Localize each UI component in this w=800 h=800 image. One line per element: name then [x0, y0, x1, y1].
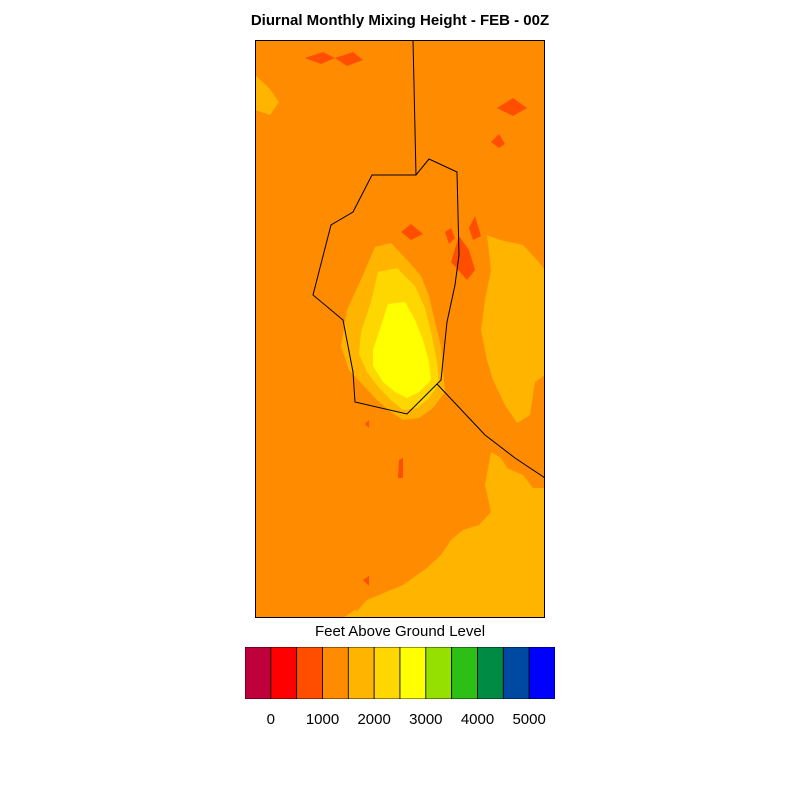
colorbar-swatch	[502, 647, 530, 699]
contour-map	[255, 40, 545, 618]
colorbar-tick-label: 2000	[357, 711, 391, 728]
amber-region-east	[481, 235, 545, 423]
colorbar	[245, 647, 555, 699]
colorbar-tick-label: 4000	[460, 711, 495, 728]
colorbar-swatch	[373, 647, 401, 699]
amber-region-topleft	[255, 75, 279, 115]
colorbar-swatch	[322, 647, 349, 699]
colorbar-swatch	[425, 647, 453, 699]
colorbar-swatch	[347, 647, 375, 699]
amber-region-southeast	[351, 452, 545, 618]
boundary-lines	[312, 40, 545, 479]
red-orange-regions	[305, 52, 527, 586]
map-frame	[255, 40, 545, 618]
red-orange-spot-6	[445, 228, 455, 244]
colorbar-tick-label: 5000	[512, 711, 546, 728]
colorbar-title: Feet Above Ground Level	[314, 623, 486, 640]
red-orange-spot-4	[491, 134, 505, 148]
colorbar-swatch	[270, 647, 298, 699]
colorbar-swatch	[528, 647, 555, 699]
red-orange-spot-5	[401, 224, 423, 240]
red-orange-spot-1	[305, 52, 335, 64]
colorbar-tick-label: 0	[266, 711, 275, 728]
colorbar-tick-label: 3000	[409, 711, 443, 728]
colorbar-swatch	[451, 647, 478, 699]
red-orange-spot-11	[363, 576, 369, 586]
colorbar-swatch	[477, 647, 504, 699]
colorbar-swatch	[296, 647, 323, 699]
red-orange-spot-2	[335, 52, 363, 66]
yellow-region-central	[373, 302, 431, 398]
plot-title: Diurnal Monthly Mixing Height - FEB - 00…	[250, 12, 550, 29]
red-orange-spot-8	[451, 236, 475, 280]
state-boundary-southeast	[436, 383, 545, 479]
colorbar-tick-labels: 0 1000 2000 3000 4000 5000	[0, 711, 800, 731]
amber-region-south-sliver	[343, 610, 375, 618]
red-orange-spot-3	[497, 98, 527, 116]
red-orange-spot-7	[469, 216, 481, 240]
state-boundary-north	[412, 40, 417, 176]
colorbar-swatch	[399, 647, 427, 699]
colorbar-swatch	[245, 647, 272, 699]
red-orange-spot-10	[365, 420, 369, 428]
colorbar-tick-label: 1000	[305, 711, 340, 728]
red-orange-spot-9	[398, 458, 403, 478]
